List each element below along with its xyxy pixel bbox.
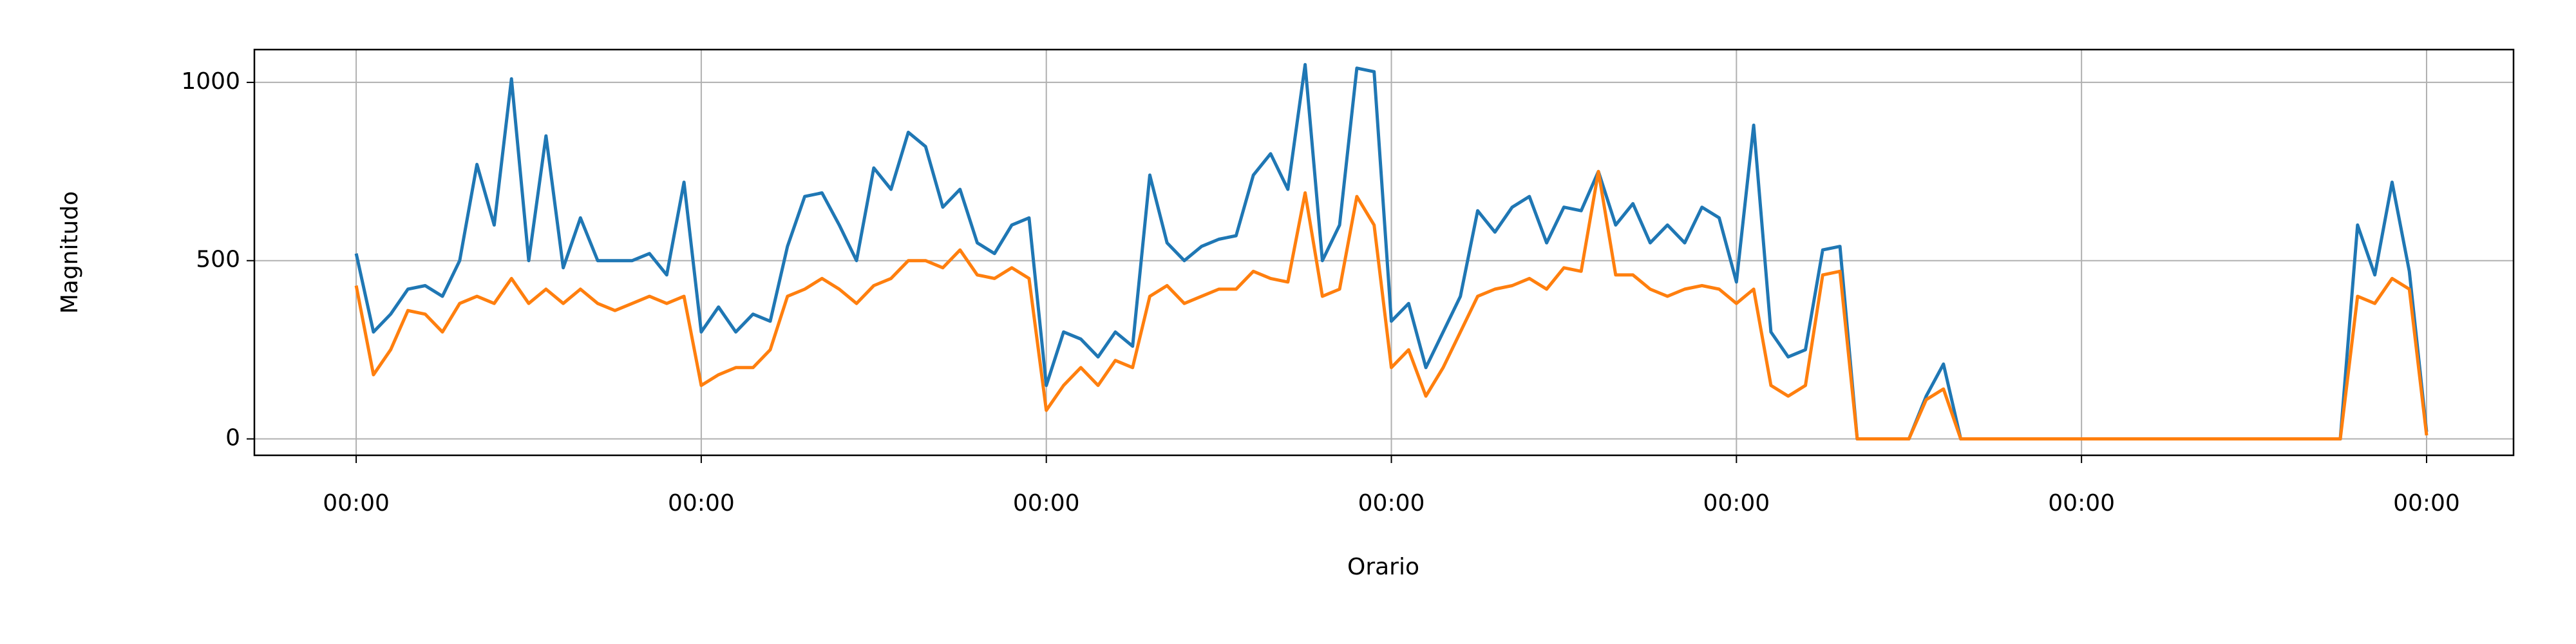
y-axis-label: Magnitudo (57, 191, 83, 314)
x-axis-label: Orario (1347, 554, 1419, 580)
y-tick-label: 0 (225, 425, 240, 451)
x-tick-label: 00:00 (668, 490, 735, 516)
x-tick-label: 00:00 (2393, 490, 2460, 516)
x-tick-label: 00:00 (1703, 490, 1770, 516)
axes-frame (253, 48, 2515, 457)
x-tick-label: 00:00 (323, 490, 390, 516)
data-line (354, 169, 2429, 440)
y-tick-label: 1000 (181, 68, 240, 95)
x-tick-label: 00:00 (1013, 490, 1080, 516)
x-tick-label: 00:00 (1358, 490, 1425, 516)
y-tick-label: 500 (196, 247, 240, 273)
x-tick-label: 00:00 (2048, 490, 2115, 516)
plot-area: 00:00 00:00 00:00 00:00 00:00 00:00 00:00 0 500 1… (181, 48, 2515, 516)
